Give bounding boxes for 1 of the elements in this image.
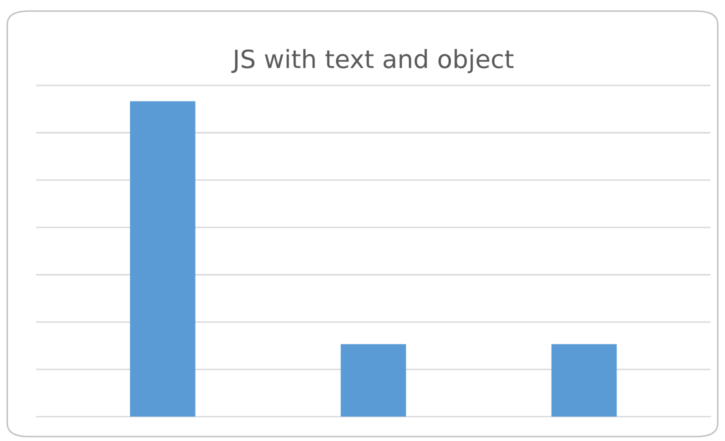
chart-title: JS with text and object bbox=[231, 49, 514, 74]
